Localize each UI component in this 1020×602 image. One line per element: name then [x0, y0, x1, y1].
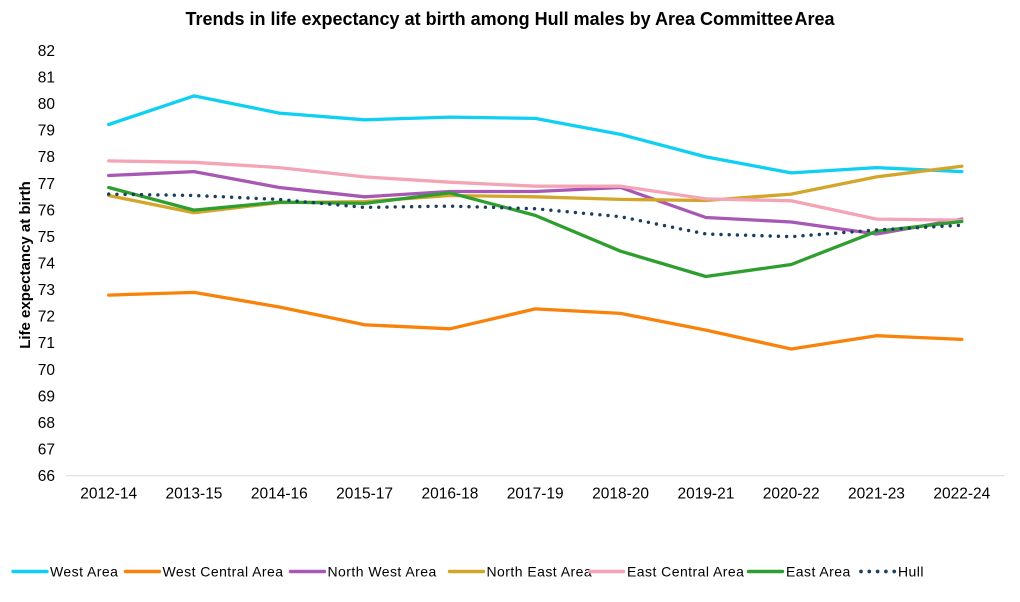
- svg-text:69: 69: [38, 388, 55, 405]
- svg-text:2014-16: 2014-16: [251, 486, 308, 503]
- svg-text:Life expectancy at birth: Life expectancy at birth: [17, 181, 34, 349]
- svg-text:77: 77: [38, 176, 55, 193]
- svg-text:Trends in life expectancy at b: Trends in life expectancy at birth among…: [185, 9, 835, 29]
- svg-text:81: 81: [38, 70, 55, 87]
- svg-text:76: 76: [38, 202, 55, 219]
- svg-text:71: 71: [38, 335, 55, 352]
- svg-text:73: 73: [38, 282, 55, 299]
- svg-text:82: 82: [38, 43, 55, 60]
- svg-text:72: 72: [38, 309, 55, 326]
- svg-text:78: 78: [38, 149, 55, 166]
- svg-text:2015-17: 2015-17: [336, 486, 393, 503]
- svg-text:2012-14: 2012-14: [80, 486, 137, 503]
- svg-text:Hull: Hull: [898, 563, 924, 579]
- svg-text:75: 75: [38, 229, 55, 246]
- svg-text:2017-19: 2017-19: [507, 486, 564, 503]
- svg-text:79: 79: [38, 123, 55, 140]
- svg-text:68: 68: [38, 415, 55, 432]
- svg-text:80: 80: [38, 96, 56, 113]
- svg-text:2018-20: 2018-20: [592, 486, 649, 503]
- svg-text:70: 70: [38, 362, 56, 379]
- svg-text:2021-23: 2021-23: [848, 486, 905, 503]
- svg-text:66: 66: [38, 468, 55, 485]
- svg-text:2020-22: 2020-22: [763, 486, 820, 503]
- svg-text:East Area: East Area: [786, 563, 851, 579]
- svg-text:2022-24: 2022-24: [933, 486, 990, 503]
- svg-text:2013-15: 2013-15: [166, 486, 223, 503]
- svg-text:East Central Area: East Central Area: [627, 563, 744, 579]
- svg-text:North West Area: North West Area: [328, 563, 437, 579]
- svg-text:West Area: West Area: [50, 563, 118, 579]
- svg-text:2019-21: 2019-21: [677, 486, 734, 503]
- svg-text:West Central Area: West Central Area: [163, 563, 284, 579]
- svg-text:North East Area: North East Area: [487, 563, 593, 579]
- svg-text:74: 74: [38, 256, 56, 273]
- svg-text:67: 67: [38, 441, 55, 458]
- svg-text:2016-18: 2016-18: [421, 486, 478, 503]
